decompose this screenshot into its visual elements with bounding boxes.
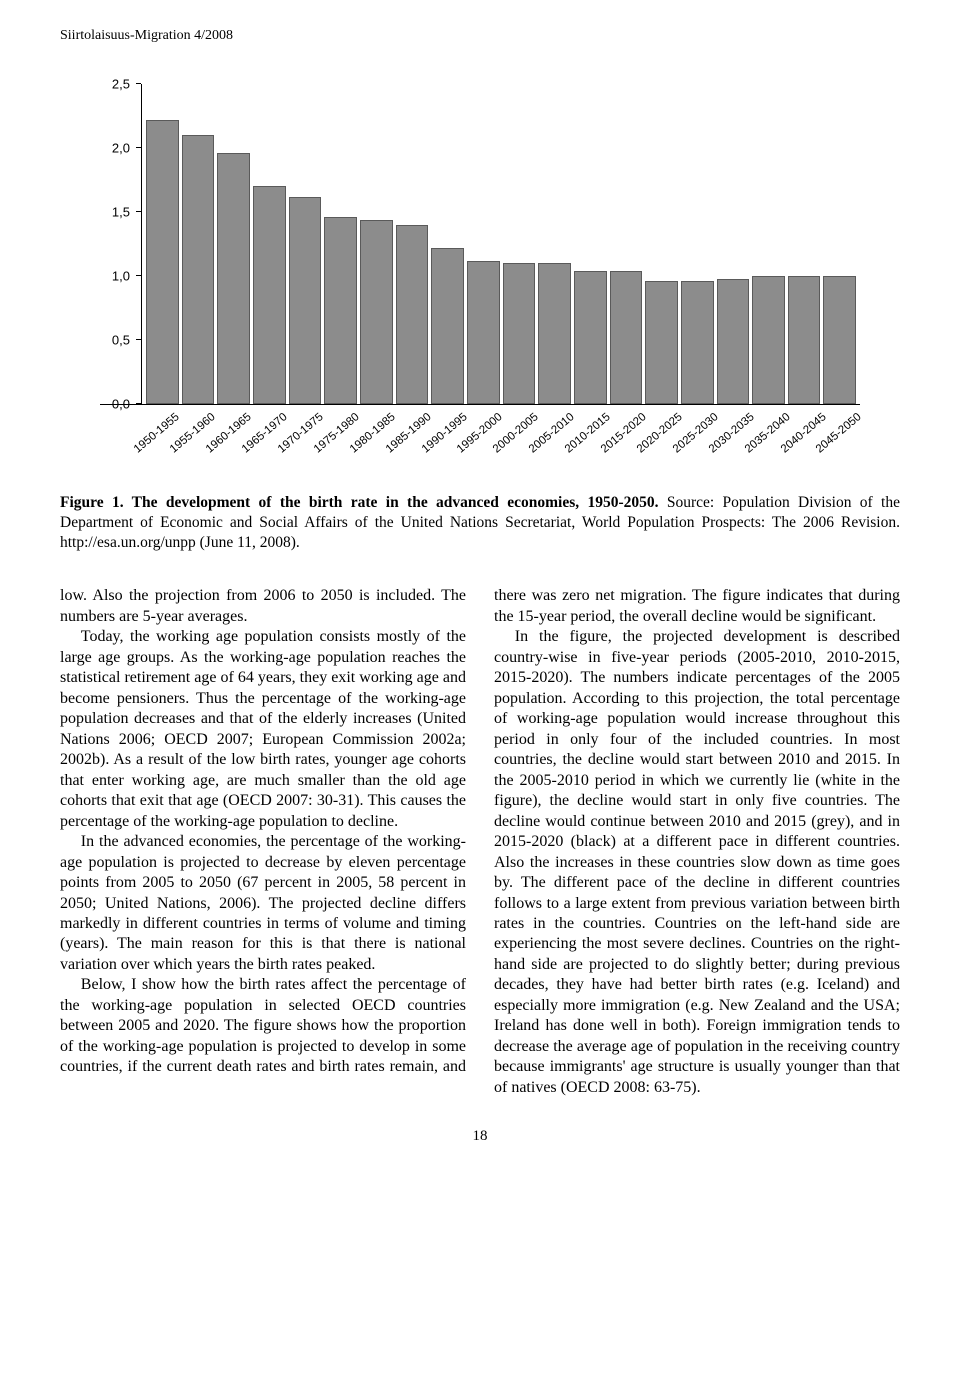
bar xyxy=(253,186,286,404)
bar xyxy=(538,263,571,404)
bar xyxy=(645,281,678,404)
bar xyxy=(681,281,714,404)
bar xyxy=(752,276,785,404)
running-head: Siirtolaisuus-Migration 4/2008 xyxy=(60,28,900,44)
bar xyxy=(788,276,821,404)
page-number: 18 xyxy=(60,1128,900,1145)
bar xyxy=(574,271,607,404)
body-p1: low. Also the projection from 2006 to 20… xyxy=(60,586,466,627)
bar xyxy=(217,153,250,404)
bar xyxy=(182,135,215,404)
bar xyxy=(324,217,357,404)
bar xyxy=(610,271,643,404)
page: Siirtolaisuus-Migration 4/2008 0,0 0,5 1,0… xyxy=(0,0,960,1185)
bar xyxy=(717,279,750,404)
figure-caption: Figure 1. The development of the birth r… xyxy=(60,493,900,552)
bar xyxy=(360,220,393,404)
body-p3: In the advanced economies, the percentag… xyxy=(60,832,466,975)
y-axis: 0,00,51,01,52,02,5 xyxy=(100,84,136,404)
bar xyxy=(431,248,464,404)
bars-container xyxy=(142,84,860,404)
y-tick-label: 1,5 xyxy=(112,205,130,220)
birth-rate-chart: 0,00,51,01,52,02,5 1950-19551955-1960196… xyxy=(100,84,860,475)
bar xyxy=(146,120,179,404)
caption-lead: Figure 1. The development of the birth r… xyxy=(60,494,659,511)
x-axis-labels: 1950-19551955-19601960-19651965-19701970… xyxy=(142,405,860,475)
bar xyxy=(503,263,536,404)
body-p5: In the figure, the projected development… xyxy=(494,627,900,1098)
bar xyxy=(396,225,429,404)
chart-plot-area: 0,00,51,01,52,02,5 xyxy=(100,84,860,405)
y-tick-label: 2,0 xyxy=(112,141,130,156)
bar xyxy=(823,276,856,404)
bar xyxy=(467,261,500,404)
y-tick-label: 2,5 xyxy=(112,77,130,92)
body-p2: Today, the working age population consis… xyxy=(60,627,466,832)
body-columns: low. Also the projection from 2006 to 20… xyxy=(60,586,900,1098)
bar xyxy=(289,197,322,404)
y-tick-label: 0,0 xyxy=(112,397,130,412)
y-tick-label: 0,5 xyxy=(112,333,130,348)
y-tick-label: 1,0 xyxy=(112,269,130,284)
